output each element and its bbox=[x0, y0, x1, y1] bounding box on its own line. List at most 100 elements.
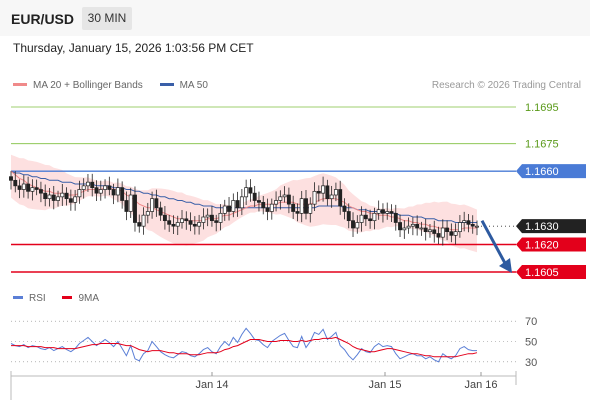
candle-body bbox=[257, 200, 261, 203]
candle-body bbox=[470, 223, 475, 227]
candle-body bbox=[26, 183, 31, 192]
candle-body bbox=[445, 227, 450, 233]
candle-body bbox=[197, 222, 202, 227]
candle-body bbox=[162, 214, 167, 222]
candle-body bbox=[338, 189, 343, 207]
candle-body bbox=[282, 194, 287, 198]
candle-body bbox=[90, 181, 95, 189]
candle-body bbox=[406, 225, 411, 229]
candle-body bbox=[34, 187, 39, 190]
candle-body bbox=[453, 231, 458, 236]
candle-body bbox=[363, 214, 368, 220]
symbol-label: EUR/USD bbox=[11, 11, 75, 27]
candle-body bbox=[368, 218, 373, 222]
forecast-arrow-shaft bbox=[480, 219, 508, 266]
level-label-1.1630: 1.1630 bbox=[525, 221, 559, 233]
candle-body bbox=[150, 198, 155, 212]
candle-body bbox=[359, 214, 364, 223]
candle-body bbox=[167, 220, 172, 225]
candle-body bbox=[56, 196, 60, 201]
rsi-ma9-line bbox=[11, 336, 478, 358]
ma50-legend-label: MA 50 bbox=[179, 80, 208, 91]
candle-body bbox=[398, 222, 402, 231]
price-legend: MA 20 + Bollinger Bands MA 50 bbox=[13, 80, 208, 91]
candle-body bbox=[355, 222, 360, 229]
candle-body bbox=[321, 185, 326, 194]
candle-body bbox=[325, 185, 330, 200]
candle-body bbox=[265, 207, 270, 212]
ma20-line bbox=[10, 170, 477, 231]
timeframe-button[interactable]: 30 MIN bbox=[82, 7, 132, 30]
candle-body bbox=[380, 209, 385, 214]
ma50-swatch bbox=[159, 82, 174, 86]
candle-body bbox=[51, 194, 56, 201]
candle-body bbox=[133, 194, 137, 223]
candle-body bbox=[81, 185, 86, 190]
candle-body bbox=[209, 214, 214, 222]
candle-body bbox=[239, 196, 244, 209]
rsi-legend-label: RSI bbox=[29, 293, 46, 304]
rsi-legend: RSI 9MA bbox=[13, 293, 99, 304]
ma9-swatch bbox=[62, 295, 73, 299]
candle-body bbox=[244, 187, 249, 198]
candle-body bbox=[415, 223, 420, 229]
candle-body bbox=[124, 200, 129, 212]
candle-body bbox=[175, 222, 180, 227]
candle-body bbox=[64, 192, 69, 200]
x-tick-label-Jan-16: Jan 16 bbox=[464, 379, 497, 391]
candle-body bbox=[291, 203, 296, 212]
candle-body bbox=[205, 214, 210, 218]
candle-body bbox=[248, 187, 253, 194]
ma20-swatch bbox=[13, 82, 27, 86]
candle-body bbox=[304, 198, 308, 214]
top-bar: EUR/USD 30 MIN bbox=[0, 0, 590, 36]
level-tag-1.1630 bbox=[516, 219, 586, 234]
candle-body bbox=[475, 225, 479, 228]
candle-body bbox=[410, 223, 415, 227]
candle-body bbox=[449, 231, 454, 236]
candle-body bbox=[60, 192, 65, 198]
candles bbox=[9, 171, 479, 246]
level-tag-1.1660 bbox=[516, 164, 586, 179]
candle-body bbox=[218, 212, 223, 223]
candle-body bbox=[432, 229, 437, 234]
candle-body bbox=[440, 227, 445, 238]
rsi-tick-30: 30 bbox=[525, 357, 537, 369]
candle-body bbox=[436, 233, 441, 238]
candle-body bbox=[299, 198, 304, 214]
bollinger-band-fill bbox=[11, 154, 477, 253]
candle-body bbox=[171, 223, 176, 227]
candle-body bbox=[68, 198, 73, 203]
level-tag-1.1605 bbox=[516, 265, 586, 279]
candle-body bbox=[184, 218, 189, 222]
candle-body bbox=[38, 189, 43, 194]
level-label-1.1695: 1.1695 bbox=[525, 102, 559, 114]
candle-body bbox=[17, 185, 22, 190]
rsi-tick-50: 50 bbox=[525, 337, 537, 349]
level-label-1.1620: 1.1620 bbox=[525, 240, 559, 252]
candle-body bbox=[342, 205, 347, 212]
candle-body bbox=[312, 190, 317, 205]
candle-body bbox=[13, 179, 18, 187]
candle-body bbox=[235, 200, 240, 209]
candle-body bbox=[393, 212, 398, 223]
candle-body bbox=[128, 194, 133, 212]
candle-body bbox=[180, 218, 184, 223]
candle-body bbox=[372, 212, 377, 222]
candle-body bbox=[385, 211, 390, 214]
candle-body bbox=[274, 200, 279, 205]
level-tag-1.1620 bbox=[516, 237, 586, 252]
candle-body bbox=[188, 220, 193, 225]
x-tick-label-Jan-15: Jan 15 bbox=[368, 379, 401, 391]
ma20-legend-label: MA 20 + Bollinger Bands bbox=[33, 80, 143, 91]
candle-body bbox=[43, 192, 48, 200]
candle-body bbox=[428, 229, 432, 233]
candle-body bbox=[98, 189, 103, 194]
candle-body bbox=[278, 196, 283, 201]
candle-body bbox=[466, 220, 471, 225]
candle-body bbox=[77, 189, 82, 198]
level-label-1.1660: 1.1660 bbox=[525, 166, 559, 178]
candle-body bbox=[222, 205, 227, 214]
